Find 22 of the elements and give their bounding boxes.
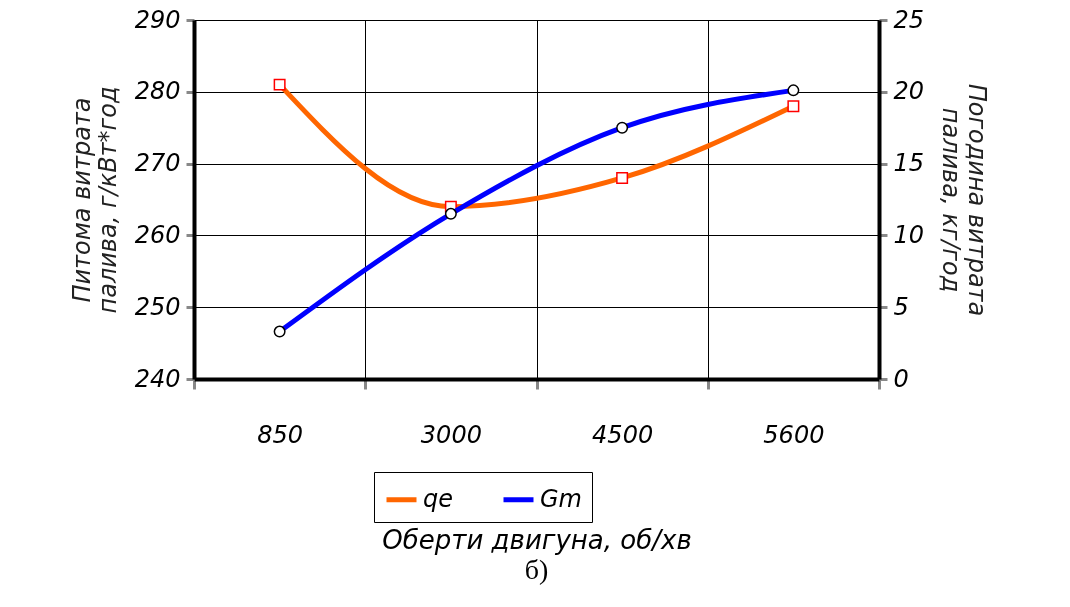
y2-tick-label: 15 bbox=[893, 149, 925, 178]
legend-label: Gm bbox=[540, 484, 582, 513]
legend-label: qe bbox=[423, 484, 453, 513]
x-tick-label: 5600 bbox=[763, 420, 825, 449]
x-axis-title: Оберти двигуна, об/хв bbox=[382, 524, 692, 555]
y2-tick-label: 5 bbox=[893, 292, 909, 321]
y-tick-label: 290 bbox=[134, 5, 181, 34]
y2-axis-title: Погодина витрата палива, кг/год bbox=[937, 83, 992, 317]
x-tick-label: 3000 bbox=[420, 420, 482, 449]
x-tick-label: 4500 bbox=[592, 420, 654, 449]
y-tick-label: 280 bbox=[134, 77, 181, 106]
text: б) bbox=[524, 554, 549, 585]
y2-tick-label: 20 bbox=[893, 77, 925, 106]
y-tick-label: 260 bbox=[134, 220, 181, 249]
y-tick-label: 240 bbox=[134, 364, 181, 393]
y-axis-title: Питома витрата палива, г/кВт*год bbox=[67, 86, 122, 314]
y-tick-label: 250 bbox=[134, 292, 181, 321]
y2-tick-label: 10 bbox=[893, 220, 925, 249]
y2-tick-label: 0 bbox=[893, 364, 909, 393]
y-tick-label: 270 bbox=[134, 149, 181, 178]
y2-tick-label: 25 bbox=[893, 5, 925, 34]
x-tick-label: 850 bbox=[257, 420, 304, 449]
